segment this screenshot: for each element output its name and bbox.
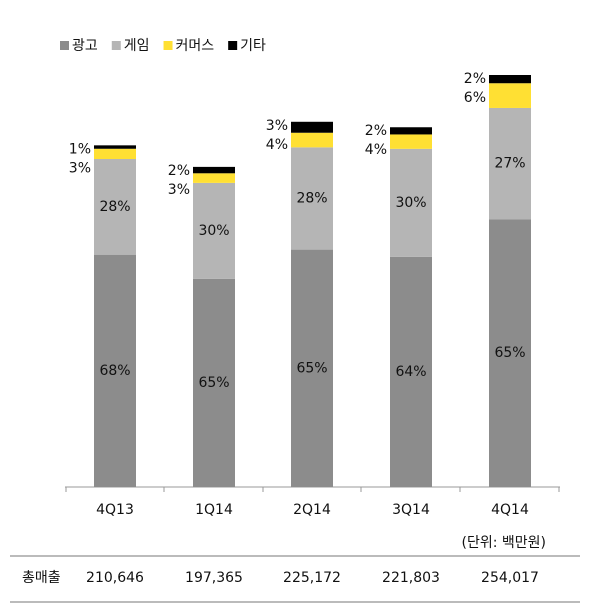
bar-segment bbox=[489, 107, 531, 220]
legend-swatch bbox=[228, 41, 238, 50]
bar-segment bbox=[193, 182, 235, 279]
total-value: 221,803 bbox=[382, 570, 440, 586]
bar-segment bbox=[94, 254, 136, 487]
total-value: 197,365 bbox=[185, 570, 243, 586]
total-row-label: 총매출 bbox=[22, 570, 61, 586]
bar-segment bbox=[193, 173, 235, 183]
bar-segment bbox=[291, 147, 333, 250]
bar-segment bbox=[390, 148, 432, 257]
segment-label: 65% bbox=[198, 375, 229, 391]
bar-segment bbox=[489, 83, 531, 108]
segment-label: 64% bbox=[395, 364, 426, 380]
segment-label: 6% bbox=[464, 90, 486, 106]
segment-label: 28% bbox=[99, 199, 130, 215]
segment-label: 65% bbox=[494, 345, 525, 361]
unit-note: (단위: 백만원) bbox=[462, 535, 547, 551]
segment-label: 4% bbox=[266, 137, 288, 153]
bar-segment bbox=[193, 278, 235, 487]
bar-segment bbox=[489, 75, 531, 84]
bar-segment bbox=[390, 256, 432, 487]
total-value: 210,646 bbox=[86, 570, 144, 586]
total-value: 225,172 bbox=[283, 570, 341, 586]
segment-label: 3% bbox=[266, 118, 288, 134]
segment-label: 28% bbox=[296, 190, 327, 206]
bar-segment bbox=[94, 148, 136, 160]
segment-label: 30% bbox=[395, 195, 426, 211]
bar-segment bbox=[94, 145, 136, 149]
x-tick-label: 4Q14 bbox=[491, 502, 529, 518]
bar-segment bbox=[390, 127, 432, 135]
segment-label: 2% bbox=[168, 163, 190, 179]
legend-swatch bbox=[163, 41, 173, 50]
bar-segment bbox=[291, 249, 333, 487]
legend-swatch bbox=[111, 41, 121, 50]
bar-segment bbox=[193, 166, 235, 174]
segment-label: 3% bbox=[69, 160, 91, 176]
x-tick-label: 1Q14 bbox=[195, 502, 233, 518]
segment-label: 4% bbox=[365, 142, 387, 158]
bar-segment bbox=[291, 132, 333, 148]
segment-label: 3% bbox=[168, 182, 190, 198]
x-tick-label: 3Q14 bbox=[392, 502, 430, 518]
bar-segment bbox=[94, 159, 136, 255]
segment-label: 27% bbox=[494, 156, 525, 172]
segment-label: 65% bbox=[296, 360, 327, 376]
legend-label: 커머스 bbox=[176, 38, 215, 54]
legend-label: 게임 bbox=[124, 38, 150, 54]
segment-label: 30% bbox=[198, 223, 229, 239]
legend-label: 기타 bbox=[240, 38, 266, 54]
segment-label: 1% bbox=[69, 141, 91, 157]
bar-segment bbox=[390, 134, 432, 149]
x-tick-label: 2Q14 bbox=[293, 502, 331, 518]
legend-swatch bbox=[60, 41, 69, 50]
segment-label: 68% bbox=[99, 363, 130, 379]
legend-label: 광고 bbox=[72, 38, 98, 54]
segment-label: 2% bbox=[365, 123, 387, 139]
segment-label: 2% bbox=[464, 71, 486, 87]
x-tick-label: 4Q13 bbox=[96, 502, 134, 518]
bar-segment bbox=[291, 121, 333, 133]
bar-segment bbox=[489, 219, 531, 487]
total-value: 254,017 bbox=[481, 570, 539, 586]
